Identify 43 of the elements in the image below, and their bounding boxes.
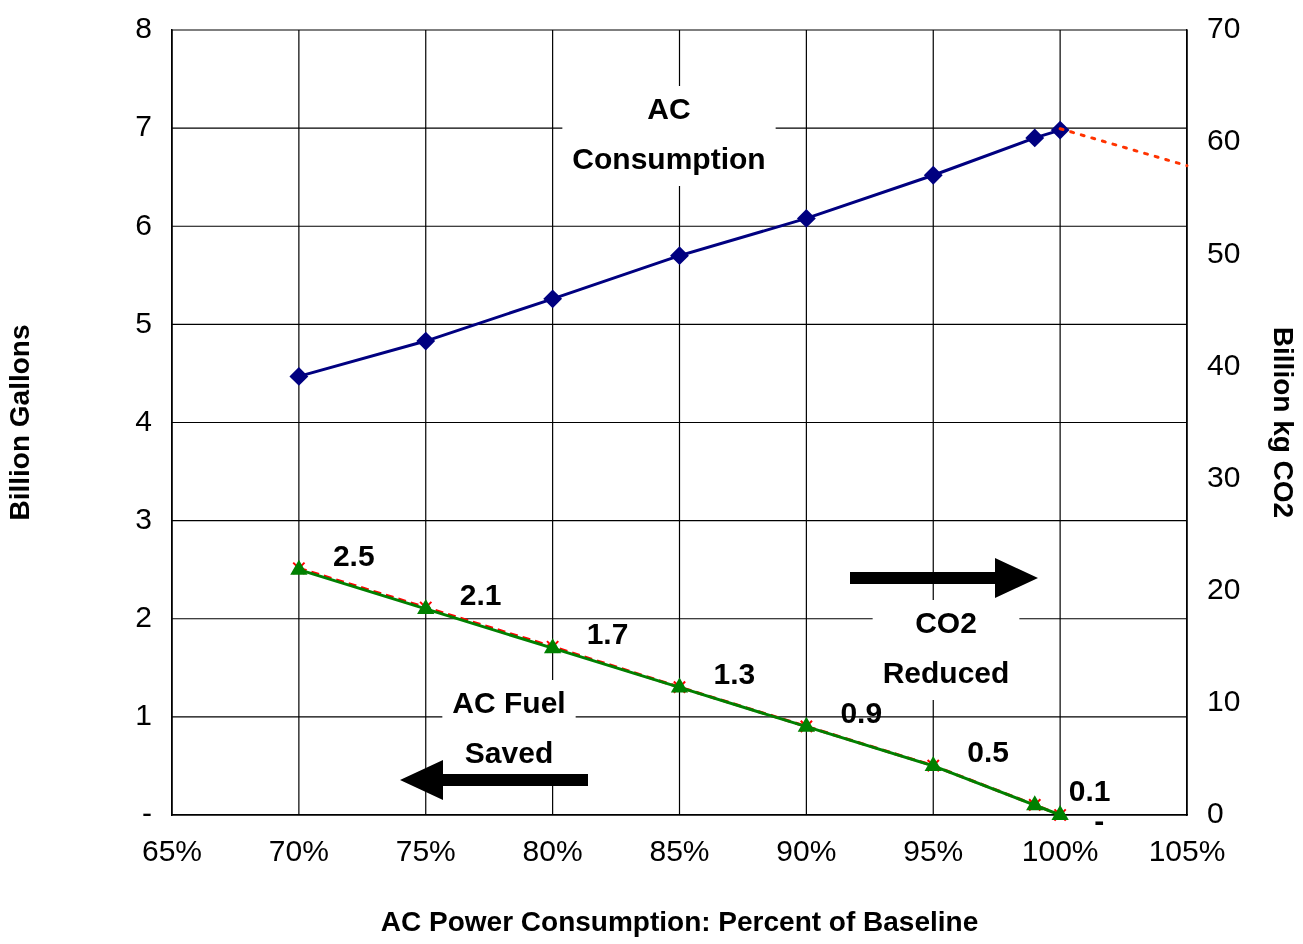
x-tick-label: 75% bbox=[395, 834, 456, 868]
y-tick-label: 8 bbox=[135, 11, 152, 45]
point bbox=[1025, 128, 1044, 147]
y-tick-label: 4 bbox=[135, 403, 152, 437]
data-label: 0.5 bbox=[967, 735, 1009, 769]
x-tick-label: 90% bbox=[776, 834, 837, 868]
annotation: AC Consumption bbox=[572, 92, 766, 176]
annotation: CO2 Reduced bbox=[882, 606, 1010, 690]
y2-tick-label: 50 bbox=[1207, 235, 1241, 269]
y-axis-title: Billion Gallons bbox=[3, 324, 35, 521]
x-tick-label: 80% bbox=[522, 834, 583, 868]
x-tick-label: 105% bbox=[1148, 834, 1226, 868]
point bbox=[543, 289, 562, 308]
point bbox=[670, 246, 689, 265]
y-tick-label: 6 bbox=[135, 207, 152, 241]
y2-tick-label: 20 bbox=[1207, 571, 1241, 605]
point bbox=[289, 367, 308, 386]
y2-tick-label: 10 bbox=[1207, 684, 1241, 718]
data-label: 2.5 bbox=[332, 538, 375, 572]
y-tick-label: 2 bbox=[135, 600, 152, 634]
y2-tick-label: 40 bbox=[1207, 347, 1241, 381]
y2-tick-label: 60 bbox=[1207, 123, 1241, 157]
x-tick-label: 95% bbox=[903, 834, 964, 868]
y2-tick-label: 30 bbox=[1207, 459, 1241, 493]
x-tick-label: 70% bbox=[268, 834, 329, 868]
x-tick-label: 65% bbox=[141, 834, 203, 868]
annotation: AC Fuel Saved bbox=[452, 686, 566, 770]
y-tick-label: 1 bbox=[135, 698, 152, 732]
y2-axis-title: Billion kg CO2 bbox=[1268, 326, 1300, 519]
point bbox=[416, 332, 435, 351]
x-tick-label: 85% bbox=[649, 834, 710, 868]
point bbox=[924, 166, 943, 185]
x-axis-title: AC Power Consumption: Percent of Baseline bbox=[380, 905, 979, 937]
y2-tick-label: 0 bbox=[1207, 796, 1224, 830]
y-tick-label: 7 bbox=[135, 109, 152, 143]
y2-tick-label: 70 bbox=[1207, 11, 1241, 45]
data-label: 2.1 bbox=[459, 578, 502, 612]
data-label: 1.7 bbox=[586, 617, 629, 651]
y-tick-label: 5 bbox=[135, 305, 152, 339]
y-tick-label: - bbox=[142, 796, 152, 830]
y-tick-label: 3 bbox=[135, 501, 152, 535]
point bbox=[797, 209, 816, 228]
data-label: 1.3 bbox=[713, 656, 756, 690]
